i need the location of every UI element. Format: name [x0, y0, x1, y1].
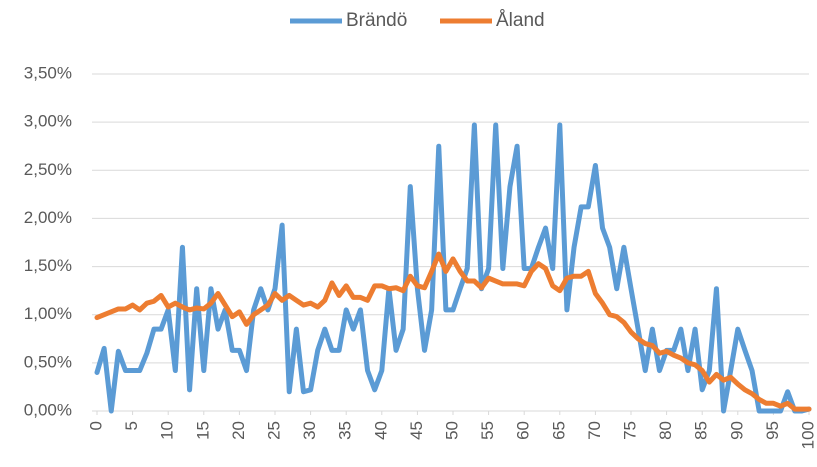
x-tick-label: 50: [442, 421, 461, 440]
x-tick-label: 15: [193, 421, 212, 440]
x-tick-label: 100: [798, 421, 817, 449]
x-tick-label: 80: [656, 421, 675, 440]
x-tick-label: 5: [122, 421, 141, 430]
y-tick-label: 0,00%: [24, 400, 72, 419]
y-tick-label: 1,00%: [24, 304, 72, 323]
x-tick-label: 85: [692, 421, 711, 440]
x-tick-label: 60: [514, 421, 533, 440]
y-tick-label: 2,00%: [24, 208, 72, 227]
x-tick-label: 55: [478, 421, 497, 440]
y-tick-label: 2,50%: [24, 160, 72, 179]
x-tick-label: 30: [300, 421, 319, 440]
series-line: [94, 122, 812, 414]
x-tick-label: 70: [585, 421, 604, 440]
x-tick-label: 95: [763, 421, 782, 440]
x-tick-label: 65: [549, 421, 568, 440]
x-tick-label: 20: [229, 421, 248, 440]
x-tick-label: 40: [371, 421, 390, 440]
x-tick-label: 10: [158, 421, 177, 440]
series-line: [94, 251, 812, 412]
x-tick-label: 25: [264, 421, 283, 440]
y-tick-label: 3,00%: [24, 112, 72, 131]
x-tick-label: 75: [620, 421, 639, 440]
x-tick-label: 0: [86, 421, 105, 430]
y-tick-label: 0,50%: [24, 352, 72, 371]
legend-label: Åland: [496, 10, 545, 31]
y-tick-label: 1,50%: [24, 256, 72, 275]
legend-label: Brändö: [346, 10, 407, 31]
x-tick-label: 45: [407, 421, 426, 440]
x-tick-label: 35: [336, 421, 355, 440]
x-tick-label: 90: [727, 421, 746, 440]
y-tick-label: 3,50%: [24, 63, 72, 82]
